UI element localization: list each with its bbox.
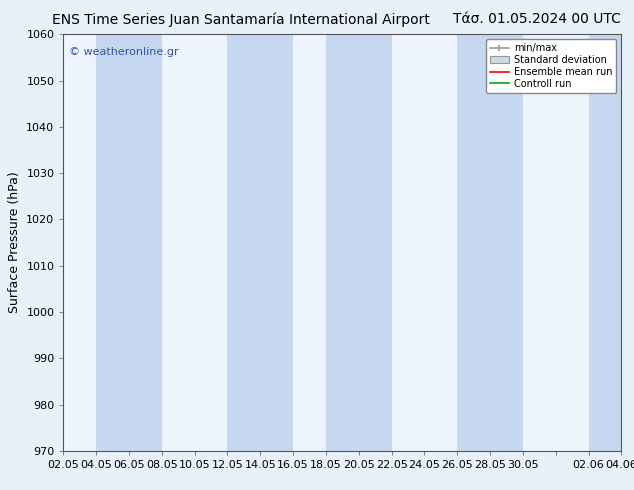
Text: Τάσ. 01.05.2024 00 UTC: Τάσ. 01.05.2024 00 UTC — [453, 12, 621, 26]
Y-axis label: Surface Pressure (hPa): Surface Pressure (hPa) — [8, 172, 21, 314]
Bar — [588, 34, 634, 451]
Legend: min/max, Standard deviation, Ensemble mean run, Controll run: min/max, Standard deviation, Ensemble me… — [486, 39, 616, 93]
Text: © weatheronline.gr: © weatheronline.gr — [69, 47, 179, 57]
Bar — [457, 34, 523, 451]
Bar — [228, 34, 293, 451]
Bar — [96, 34, 162, 451]
Bar — [326, 34, 392, 451]
Text: ENS Time Series Juan Santamaría International Airport: ENS Time Series Juan Santamaría Internat… — [52, 12, 430, 27]
